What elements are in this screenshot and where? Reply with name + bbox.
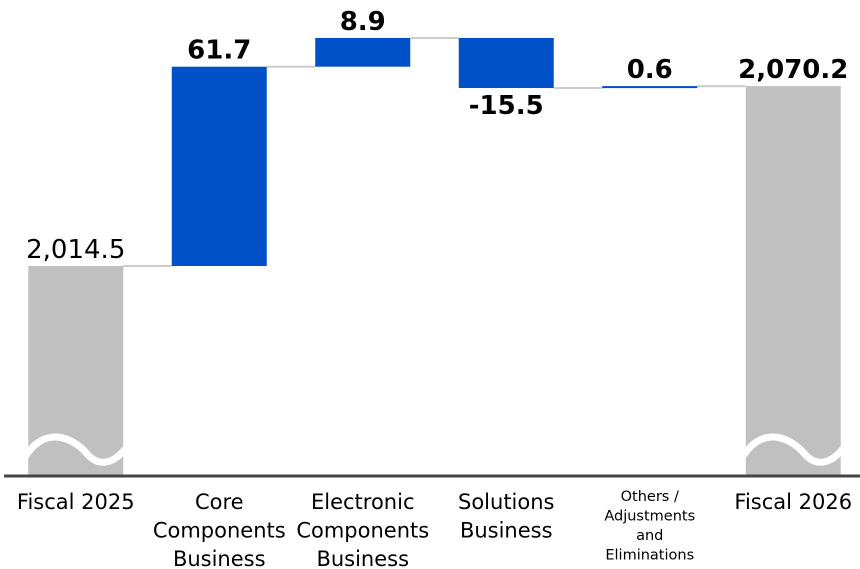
delta-bar <box>315 37 411 67</box>
data-label: -15.5 <box>469 91 544 121</box>
axis-break-wave <box>740 433 847 466</box>
category-label: Fiscal 2025 <box>17 490 135 514</box>
data-label: 8.9 <box>340 7 386 37</box>
data-label: 2,070.2 <box>738 55 848 85</box>
category-label: Fiscal 2026 <box>734 490 852 514</box>
total-bar <box>745 86 841 477</box>
data-label: 0.6 <box>627 55 673 85</box>
delta-bar <box>171 66 267 266</box>
data-label: 61.7 <box>187 36 251 66</box>
category-label: Others / Adjustments and Eliminations <box>604 489 695 564</box>
category-label: Electronic Components Business <box>296 490 429 569</box>
category-label: Solutions Business <box>458 490 555 543</box>
delta-bar <box>458 37 554 89</box>
axis-break-wave <box>22 433 129 466</box>
category-label: Core Components Business <box>153 490 286 569</box>
delta-bar <box>602 86 698 89</box>
data-label: 2,014.5 <box>26 235 125 265</box>
